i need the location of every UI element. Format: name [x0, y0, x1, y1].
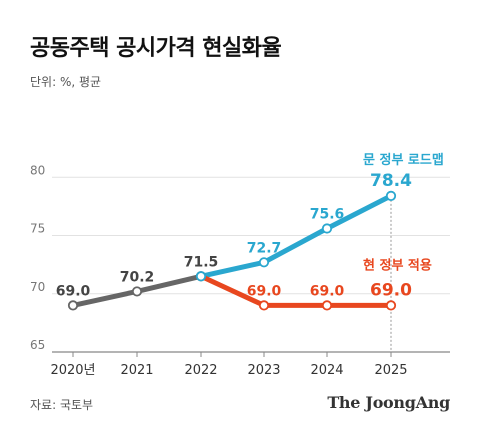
- applied-data-label: 69.0: [247, 283, 282, 299]
- chart-title: 공동주택 공시가격 현실화율: [30, 36, 282, 61]
- roadmap-data-label: 72.7: [247, 240, 282, 256]
- x-tick-label: 2023: [247, 363, 280, 378]
- roadmap-series-line: [198, 193, 394, 279]
- applied-point: [385, 300, 397, 311]
- y-tick-label: 70: [30, 280, 45, 294]
- x-tick-label: 2025: [374, 363, 407, 378]
- source-label: 자료: 국토부: [30, 398, 94, 412]
- roadmap-data-label: 78.4: [370, 171, 412, 191]
- applied-data-label: 69.0: [310, 283, 345, 299]
- y-tick-label: 80: [30, 163, 45, 177]
- base-point: [131, 286, 143, 297]
- y-tick-label: 75: [30, 222, 45, 236]
- x-tick-label: 2024: [310, 363, 343, 378]
- applied-data-label: 69.0: [370, 280, 412, 300]
- roadmap-point: [195, 271, 207, 282]
- x-tick-label: 2021: [120, 363, 153, 378]
- roadmap-point: [321, 223, 333, 234]
- base-data-label: 70.2: [120, 269, 155, 285]
- roadmap-data-label: 75.6: [310, 207, 345, 223]
- roadmap-point: [385, 190, 397, 201]
- brand-logo: The JoongAng: [327, 393, 450, 412]
- x-tick-label: 2022: [184, 363, 217, 378]
- base-data-label: 71.5: [184, 254, 219, 270]
- base-point: [67, 300, 79, 311]
- x-tick-label: 2020년: [50, 363, 95, 378]
- y-tick-label: 65: [30, 338, 45, 352]
- applied-series-name: 현 정부 적용: [363, 257, 432, 273]
- roadmap-point: [258, 257, 270, 268]
- applied-point: [321, 300, 333, 311]
- applied-series-line: [198, 273, 394, 308]
- unit-label: 단위: %, 평균: [30, 75, 102, 89]
- base-data-label: 69.0: [56, 283, 91, 299]
- roadmap-series-name: 문 정부 로드맵: [363, 152, 444, 168]
- applied-point: [258, 300, 270, 311]
